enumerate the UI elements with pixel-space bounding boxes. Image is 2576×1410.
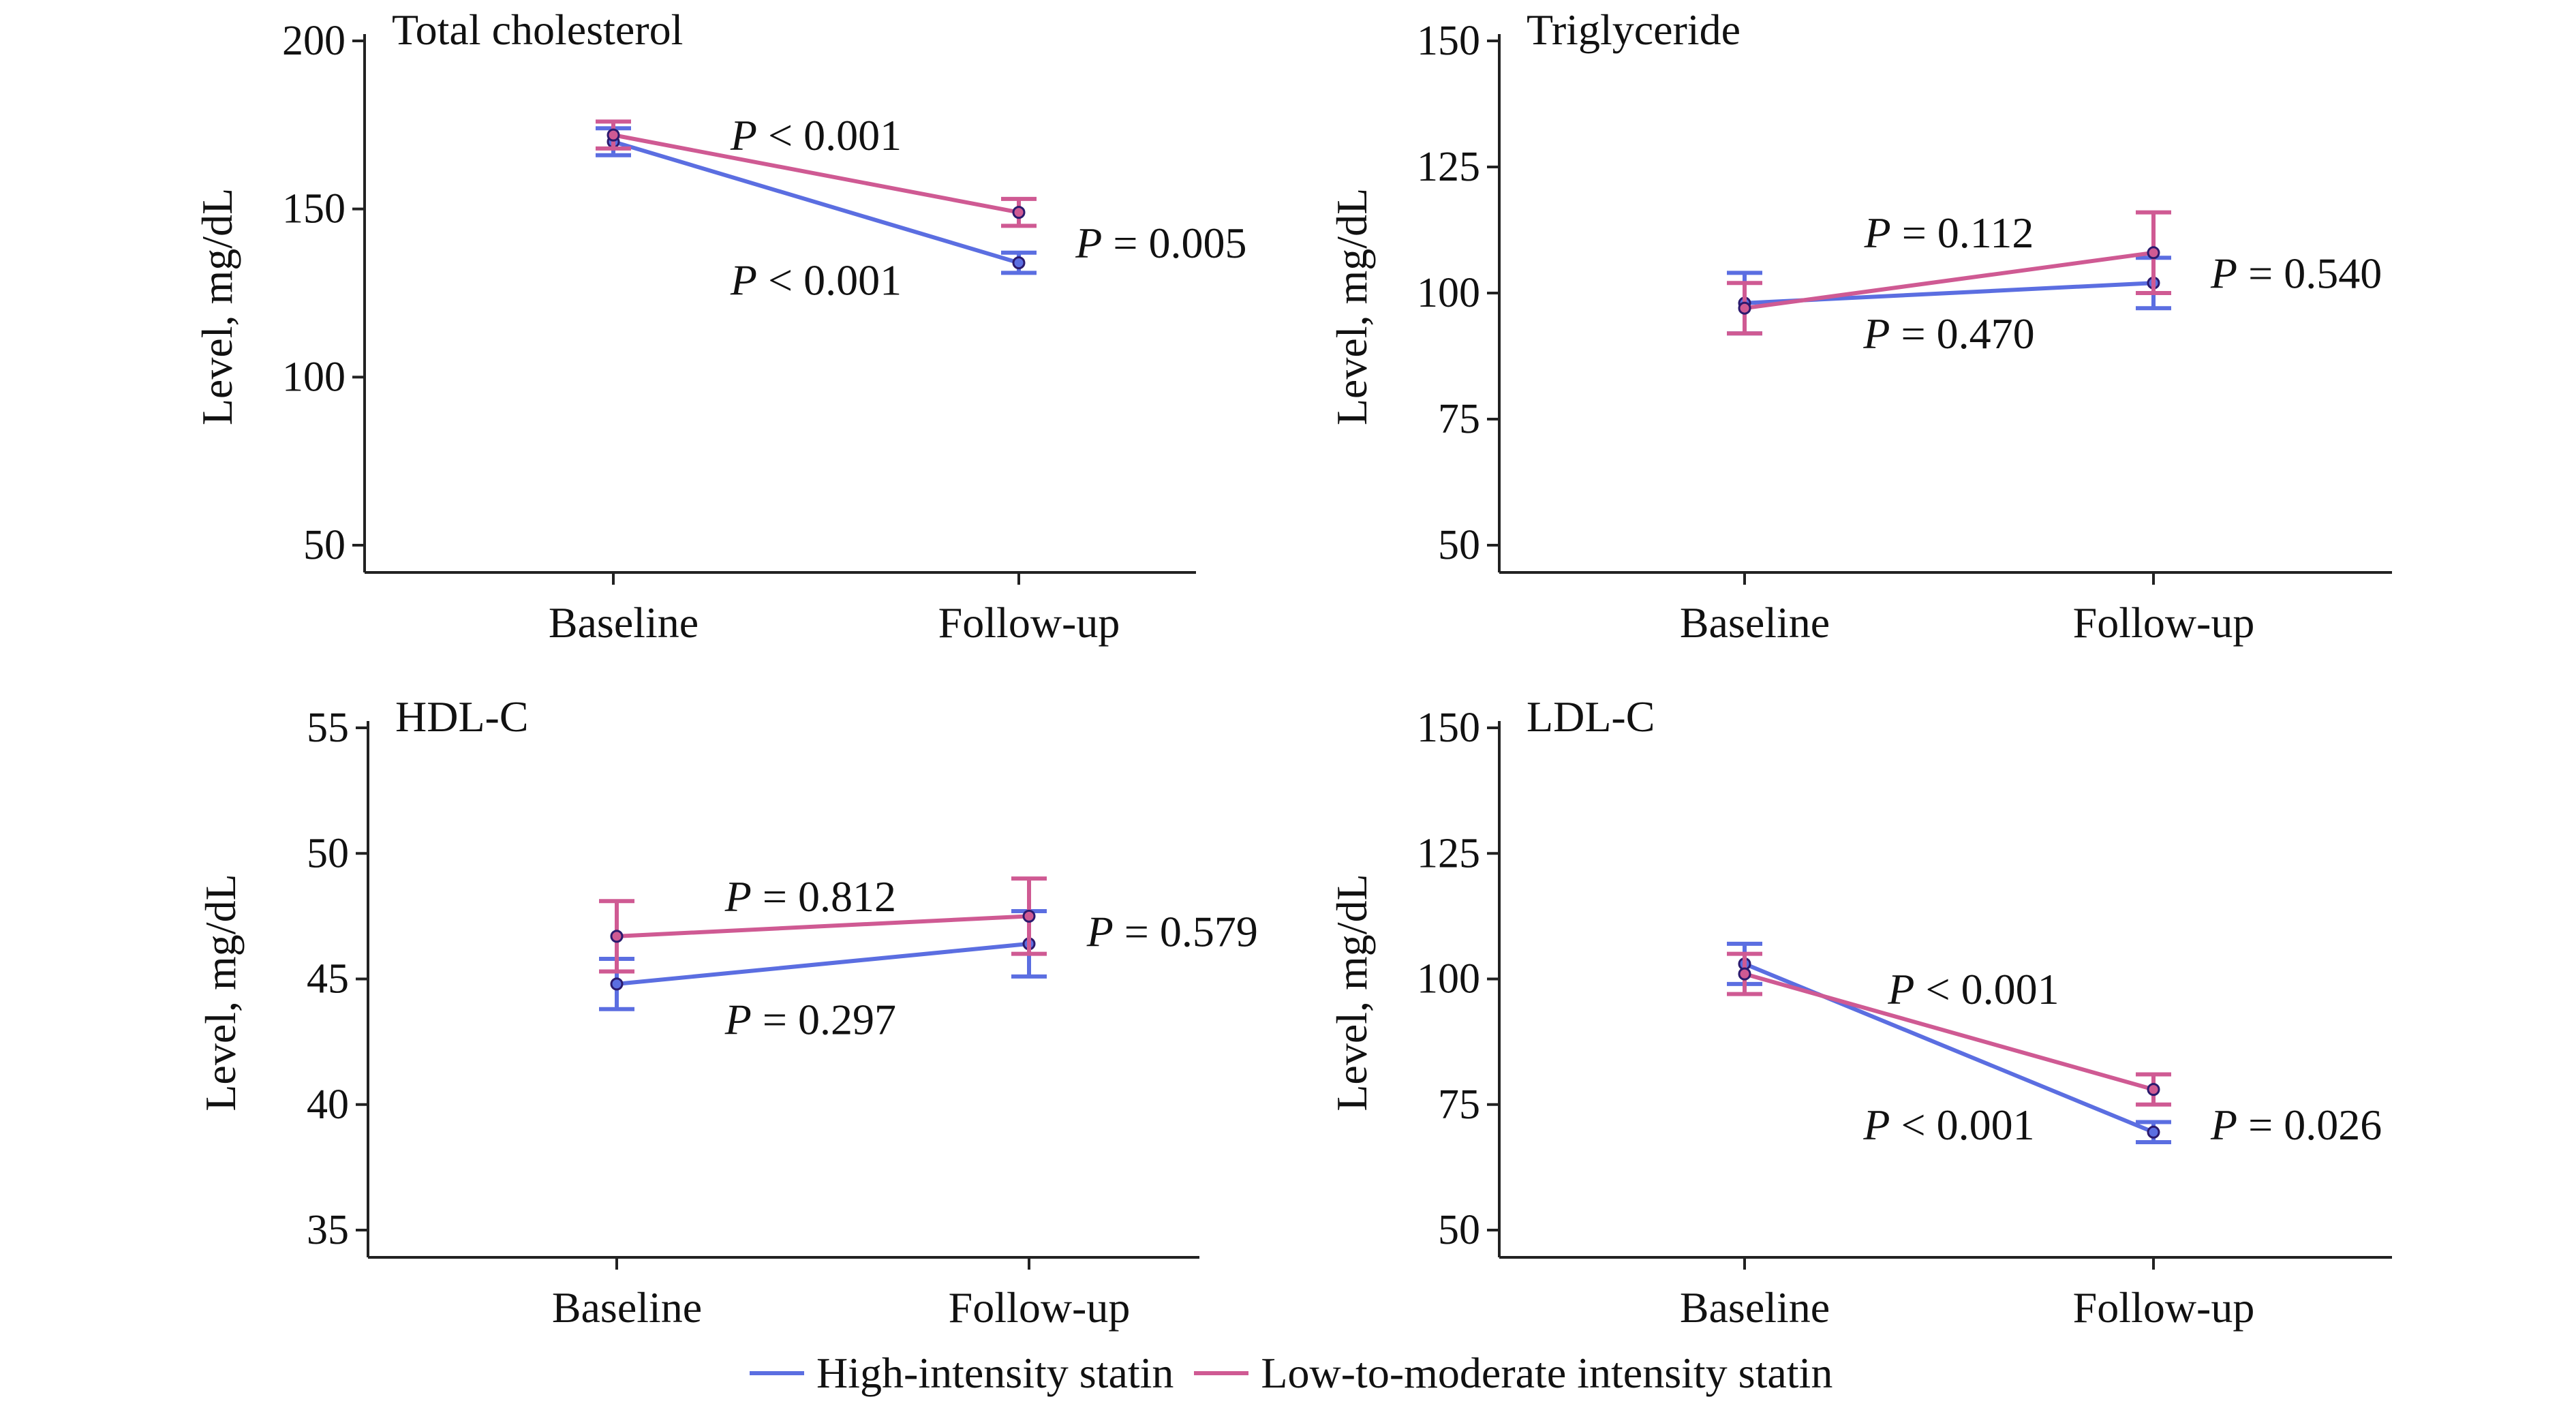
data-point-low xyxy=(610,930,624,943)
y-tick-label: 50 xyxy=(307,830,349,876)
chart-panel-3: 50 75 100 125 150 Baseline Follow-up Level, mg/… xyxy=(1328,692,2392,1332)
y-tick-label: 75 xyxy=(1438,396,1480,442)
legend-swatch-high xyxy=(750,1371,804,1375)
y-tick-label: 50 xyxy=(1438,1207,1480,1253)
p-value-label: P = 0.112 xyxy=(1864,209,2034,257)
p-value-label: P = 0.297 xyxy=(724,995,896,1043)
x-tick-label: Follow-up xyxy=(938,598,1120,647)
legend-label-high: High-intensity statin xyxy=(816,1349,1174,1397)
p-value-label: P = 0.026 xyxy=(2210,1101,2382,1149)
y-tick-label: 45 xyxy=(307,956,349,1002)
series-line-low xyxy=(1744,250,2154,311)
x-tick-label: Baseline xyxy=(1680,1283,1830,1332)
p-value-label: P < 0.001 xyxy=(1862,1101,2034,1149)
chart-title: LDL-C xyxy=(1527,692,1655,741)
chart-title: Total cholesterol xyxy=(392,5,683,54)
p-value-label: P = 0.540 xyxy=(2210,249,2382,297)
series-line-high xyxy=(616,941,1030,986)
data-point-high xyxy=(2147,1125,2160,1139)
legend-item-high: High-intensity statin xyxy=(750,1348,1174,1398)
x-tick-label: Baseline xyxy=(549,598,699,647)
y-tick-label: 125 xyxy=(1417,830,1480,876)
y-tick-label: 200 xyxy=(282,18,346,64)
y-axis-label: Level, mg/dL xyxy=(193,188,241,425)
p-value-label: P = 0.812 xyxy=(724,872,896,921)
y-tick-label: 150 xyxy=(1417,18,1480,64)
data-point-high xyxy=(610,977,624,991)
chart-panel-1: 50 75 100 125 150 Baseline Follow-up Level, mg/… xyxy=(1328,5,2392,647)
y-tick-label: 150 xyxy=(282,186,346,232)
data-point-low xyxy=(1738,301,1751,315)
y-tick-label: 100 xyxy=(1417,270,1480,316)
x-tick-label: Baseline xyxy=(1680,598,1830,647)
p-value-label: P = 0.470 xyxy=(1862,309,2034,358)
y-tick-label: 100 xyxy=(1417,956,1480,1002)
y-tick-label: 50 xyxy=(303,522,346,568)
p-value-label: P = 0.579 xyxy=(1086,907,1258,955)
chart-title: HDL-C xyxy=(395,692,529,741)
x-tick-label: Follow-up xyxy=(2073,598,2255,647)
y-tick-label: 100 xyxy=(282,354,346,400)
legend-label-low: Low-to-moderate intensity statin xyxy=(1261,1349,1833,1397)
chart-panel-0: 50 100 150 200 Baseline Follow-up Level, mg/dL… xyxy=(193,5,1246,647)
y-axis-label: Level, mg/dL xyxy=(1328,874,1376,1111)
data-point-low xyxy=(1738,967,1751,981)
x-tick-label: Follow-up xyxy=(949,1283,1131,1332)
y-tick-label: 75 xyxy=(1438,1082,1480,1128)
series-line-low xyxy=(616,914,1030,938)
chart-title: Triglyceride xyxy=(1527,5,1741,54)
data-point-low xyxy=(1022,909,1036,923)
legend-swatch-low xyxy=(1194,1371,1249,1375)
data-point-low xyxy=(607,128,620,142)
y-axis-label: Level, mg/dL xyxy=(196,874,245,1111)
data-point-low xyxy=(1012,206,1026,219)
y-tick-label: 150 xyxy=(1417,705,1480,751)
series-line-low xyxy=(1744,972,2154,1092)
series-line-high xyxy=(613,140,1019,265)
y-tick-label: 55 xyxy=(307,705,349,751)
p-value-label: P = 0.005 xyxy=(1075,219,1246,267)
chart-panel-2: 35 40 45 50 55 Baseline Follow-up Level, mg/dL H… xyxy=(196,692,1258,1332)
legend: High-intensity statin Low-to-moderate in… xyxy=(750,1349,1853,1397)
y-axis-label: Level, mg/dL xyxy=(1328,188,1376,425)
data-point-low xyxy=(2147,1083,2160,1097)
y-tick-label: 50 xyxy=(1438,522,1480,568)
p-value-label: P < 0.001 xyxy=(1887,965,2059,1013)
p-value-label: P < 0.001 xyxy=(730,111,902,159)
y-tick-label: 40 xyxy=(307,1082,349,1128)
p-value-label: P < 0.001 xyxy=(730,256,902,304)
x-tick-label: Follow-up xyxy=(2073,1283,2255,1332)
y-tick-label: 35 xyxy=(307,1207,349,1253)
data-point-high xyxy=(1012,256,1026,270)
series-line-low xyxy=(613,133,1019,215)
data-point-low xyxy=(2147,246,2160,260)
x-tick-label: Baseline xyxy=(552,1283,702,1332)
y-tick-label: 125 xyxy=(1417,144,1480,190)
legend-item-low: Low-to-moderate intensity statin xyxy=(1194,1348,1833,1398)
